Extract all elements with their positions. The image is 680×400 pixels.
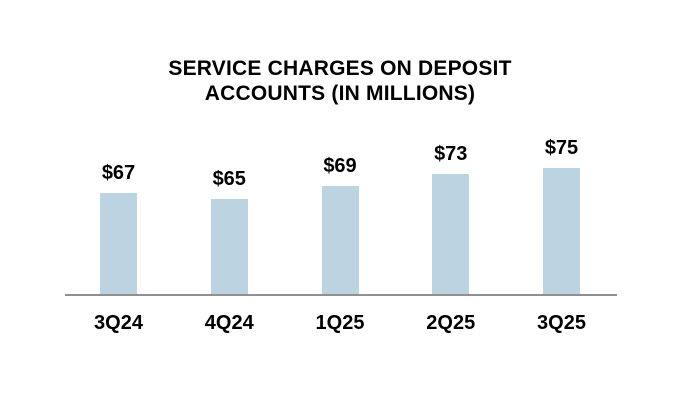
chart-title-line1: SERVICE CHARGES ON DEPOSIT: [168, 57, 512, 80]
x-axis-label-1q25: 1Q25: [315, 312, 365, 334]
x-axis-label-4q24: 4Q24: [204, 312, 254, 334]
bar-2q25: [432, 174, 470, 295]
value-label-3q24: $67: [101, 162, 136, 184]
bar-4q24: [210, 199, 248, 295]
value-label-1q25: $69: [323, 155, 357, 177]
bar-1q25: [321, 186, 359, 295]
bar-3q24: [100, 193, 137, 295]
x-axis-label-3q25: 3Q25: [537, 312, 586, 334]
x-axis-line: [65, 294, 617, 296]
x-axis-label-2q25: 2Q25: [426, 312, 476, 334]
value-label-3q25: $75: [544, 137, 579, 159]
bar-3q25: [543, 168, 580, 295]
value-label-4q24: $65: [212, 168, 246, 190]
x-axis-label-3q24: 3Q24: [94, 312, 143, 334]
chart-title-line2: ACCOUNTS (IN MILLIONS): [204, 82, 476, 105]
chart-title: SERVICE CHARGES ON DEPOSIT ACCOUNTS (IN …: [0, 56, 680, 106]
value-label-2q25: $73: [434, 143, 468, 165]
